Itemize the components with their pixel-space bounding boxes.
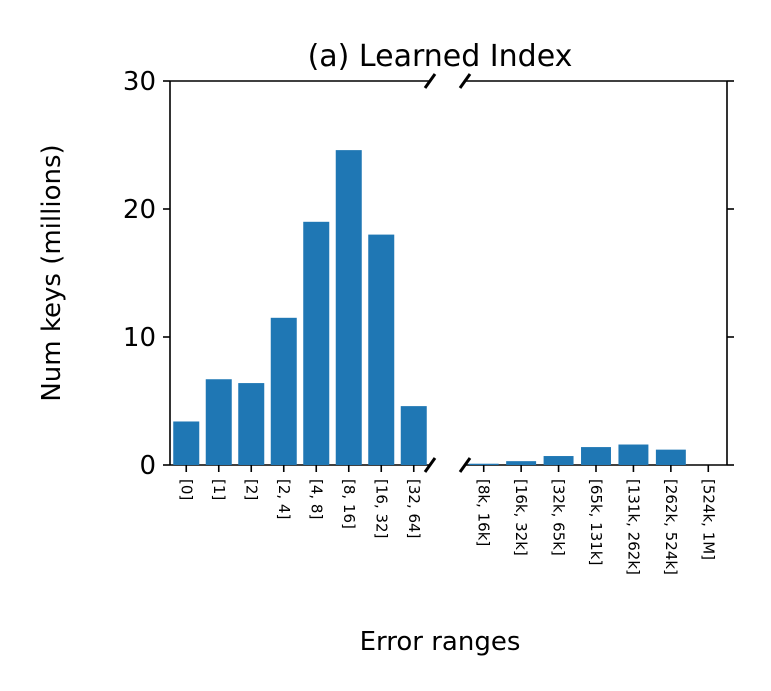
bar xyxy=(335,150,362,465)
y-tick-label: 10 xyxy=(123,323,156,353)
x-axis-label: Error ranges xyxy=(360,627,521,657)
x-tick-label: [1] xyxy=(210,479,228,500)
bar xyxy=(173,421,200,465)
x-tick-label: [32k, 65k] xyxy=(550,479,568,556)
y-tick-label: 30 xyxy=(123,67,156,97)
axis-break xyxy=(458,73,472,89)
bar xyxy=(581,447,611,465)
x-tick-label: [2, 4] xyxy=(275,479,293,519)
bar xyxy=(368,234,395,465)
x-tick-label: [32, 64] xyxy=(405,479,423,538)
bar xyxy=(618,444,649,465)
bar xyxy=(468,463,499,465)
axis-break xyxy=(458,457,472,473)
axis-break xyxy=(423,457,437,473)
bar xyxy=(238,383,265,465)
bar xyxy=(506,461,537,465)
y-tick-label: 20 xyxy=(123,195,156,225)
x-tick-label: [8, 16] xyxy=(340,479,358,529)
x-tick-label: [16k, 32k] xyxy=(512,479,530,556)
x-tick-label: [65k, 131k] xyxy=(587,479,605,565)
axis-break xyxy=(423,73,437,89)
x-tick-label: [0] xyxy=(177,479,195,500)
y-tick-label: 0 xyxy=(139,451,156,481)
bar xyxy=(205,379,232,465)
x-tick-label: [131k, 262k] xyxy=(624,479,642,575)
x-tick-label: [524k, 1M] xyxy=(699,479,717,560)
bar xyxy=(543,456,574,465)
x-tick-label: [16, 32] xyxy=(372,479,390,538)
x-tick-label: [4, 8] xyxy=(307,479,325,519)
chart-title: (a) Learned Index xyxy=(308,39,573,74)
y-axis-label: Num keys (millions) xyxy=(37,144,67,401)
x-tick-label: [8k, 16k] xyxy=(475,479,493,546)
bar xyxy=(303,221,330,465)
bar xyxy=(270,317,297,465)
x-tick-label: [2] xyxy=(242,479,260,500)
bar xyxy=(400,406,427,465)
x-tick-label: [262k, 524k] xyxy=(662,479,680,575)
bar xyxy=(655,449,686,465)
